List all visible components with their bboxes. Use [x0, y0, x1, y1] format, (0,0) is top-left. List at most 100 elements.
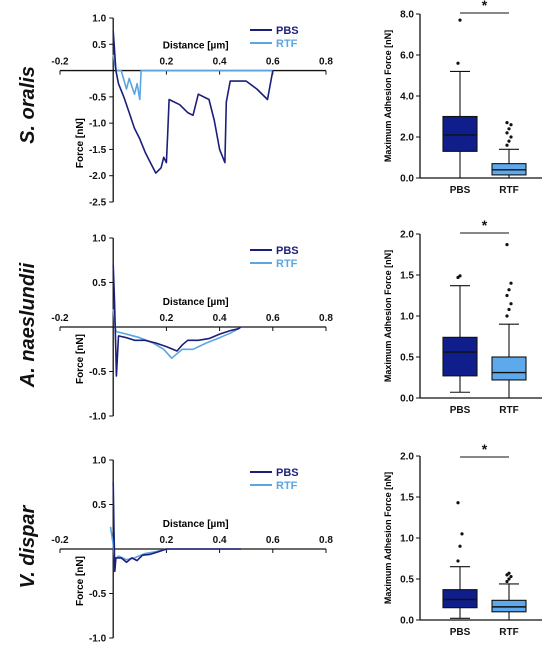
outlier-point-rtf — [507, 307, 511, 312]
outlier-point-pbs — [456, 559, 460, 563]
y-tick-label: 8.0 — [400, 10, 414, 21]
species-label-container: A. naeslundii — [17, 262, 39, 388]
outlier-point-pbs — [458, 18, 462, 22]
adhesion-boxplot: 0.0 0.5 1.0 1.5 2.0 PBS RTF Maximum Adhesion F… — [383, 442, 542, 638]
species-label: A. naeslundii — [17, 262, 39, 388]
y-tick-label: 1.5 — [400, 493, 414, 504]
y-tick-label: 0.5 — [400, 575, 414, 586]
x-tick-label: 0.6 — [266, 57, 280, 68]
species-label-container: S. oralis — [17, 66, 39, 144]
x-category-label: RTF — [499, 627, 518, 638]
box-rtf — [491, 599, 527, 613]
y-axis-label: Force [nN] — [75, 118, 86, 168]
species-label: V. dispar — [17, 504, 39, 588]
force-curve-chart: -0.2 0.2 0.4 0.6 0.8 1.0 0.5 -0.5 -1.0 -1.5 -2.0 -2… — [51, 14, 333, 209]
y-tick-label: -0.5 — [89, 367, 107, 378]
adhesion-boxplot: 0.0 2.0 4.0 6.0 8.0 PBS RTF Maximum Adhesion F… — [383, 0, 542, 196]
y-tick-label: 2.0 — [400, 452, 414, 463]
y-axis-label: Maximum Adhesion Force [nN] — [383, 250, 393, 382]
panel-v-dispar: V. dispar -0.2 0.2 0.4 0.6 0.8 1.0 0.5 -0.5 -1.0… — [0, 442, 550, 652]
y-tick-label: -1.0 — [89, 634, 107, 645]
significance-marker: * — [482, 0, 488, 13]
y-tick-label: 0.5 — [92, 500, 106, 511]
legend-rtf-label: RTF — [276, 258, 298, 270]
significance-marker: * — [482, 220, 488, 233]
x-category-label: PBS — [450, 405, 471, 416]
panel-s-oralis: S. oralis -0.2 0.2 0.4 0.6 0.8 1.0 0.5 -0.5 -1.0… — [0, 0, 550, 210]
legend-pbs-label: PBS — [276, 245, 299, 257]
outlier-point-rtf — [505, 143, 509, 147]
outlier-point-rtf — [507, 577, 511, 581]
x-tick-label: -0.2 — [51, 313, 69, 324]
x-category-label: RTF — [499, 185, 518, 196]
x-axis-label: Distance [µm] — [163, 519, 229, 530]
y-tick-label: 1.5 — [400, 271, 414, 282]
y-tick-label: 4.0 — [400, 92, 414, 103]
species-label-container: V. dispar — [17, 504, 39, 588]
x-tick-label: 0.2 — [159, 313, 173, 324]
series-line-rtf — [109, 526, 167, 561]
y-tick-label: 2.0 — [400, 133, 414, 144]
outlier-point-rtf — [505, 314, 509, 318]
legend-pbs-label: PBS — [276, 467, 299, 479]
x-tick-label: 0.4 — [213, 535, 227, 546]
outlier-point-rtf — [505, 579, 509, 584]
y-tick-label: 2.0 — [400, 230, 414, 241]
significance-marker: * — [482, 442, 488, 457]
y-tick-label: 0.0 — [400, 616, 414, 627]
x-tick-label: 0.6 — [266, 313, 280, 324]
series-line-pbs — [112, 482, 241, 573]
y-tick-label: 0.5 — [92, 278, 106, 289]
box-rtf — [491, 356, 527, 381]
y-axis-label: Maximum Adhesion Force [nN] — [383, 472, 393, 604]
y-tick-label: 1.0 — [92, 14, 106, 25]
y-tick-label: -1.0 — [89, 412, 107, 423]
x-axis-label: Distance [µm] — [163, 41, 229, 52]
y-tick-label: 0.5 — [92, 40, 106, 51]
x-tick-label: -0.2 — [51, 535, 69, 546]
outlier-point-rtf — [505, 131, 509, 135]
species-label: S. oralis — [17, 66, 39, 144]
y-tick-label: -2.5 — [89, 198, 107, 209]
outlier-point-pbs — [458, 274, 462, 278]
outlier-point-rtf — [509, 135, 513, 139]
series-line-pbs — [112, 31, 274, 174]
series-line-rtf — [112, 54, 273, 101]
outlier-point-rtf — [509, 574, 513, 579]
x-tick-label: 0.8 — [319, 313, 333, 324]
outlier-point-pbs — [458, 544, 462, 548]
outlier-point-pbs — [460, 532, 464, 536]
x-tick-label: 0.8 — [319, 57, 333, 68]
x-category-label: RTF — [499, 405, 518, 416]
box-pbs — [442, 589, 478, 609]
x-tick-label: -0.2 — [51, 57, 69, 68]
outlier-point-rtf — [509, 281, 513, 285]
adhesion-boxplot: 0.0 0.5 1.0 1.5 2.0 PBS RTF Maximum Adhesion F… — [383, 220, 542, 416]
y-tick-label: 6.0 — [400, 51, 414, 62]
y-tick-label: 1.0 — [400, 312, 414, 323]
y-tick-label: -0.5 — [89, 92, 107, 103]
outlier-point-rtf — [507, 288, 511, 292]
outlier-point-pbs — [456, 501, 460, 505]
box-pbs — [442, 115, 478, 152]
panel-a-naeslundii: A. naeslundii -0.2 0.2 0.4 0.6 0.8 1.0 0.5 -0.5… — [0, 220, 550, 430]
outlier-point-rtf — [507, 127, 511, 131]
legend-rtf-label: RTF — [276, 480, 298, 492]
y-tick-label: 0.5 — [400, 353, 414, 364]
y-tick-label: 1.0 — [92, 234, 106, 245]
series-line-pbs — [112, 264, 242, 377]
y-tick-label: -1.0 — [89, 119, 107, 130]
x-tick-label: 0.6 — [266, 535, 280, 546]
outlier-point-pbs — [456, 61, 460, 65]
outlier-point-rtf — [509, 123, 513, 127]
x-category-label: PBS — [450, 185, 471, 196]
outlier-point-rtf — [505, 243, 509, 247]
x-tick-label: 0.4 — [213, 57, 227, 68]
x-category-label: PBS — [450, 627, 471, 638]
y-tick-label: 0.0 — [400, 394, 414, 405]
outlier-point-rtf — [505, 121, 509, 125]
force-curve-chart: -0.2 0.2 0.4 0.6 0.8 1.0 0.5 -0.5 -1.0 Distance … — [51, 456, 333, 645]
x-tick-label: 0.2 — [159, 535, 173, 546]
legend-pbs-label: PBS — [276, 25, 299, 37]
y-tick-label: -0.5 — [89, 589, 107, 600]
